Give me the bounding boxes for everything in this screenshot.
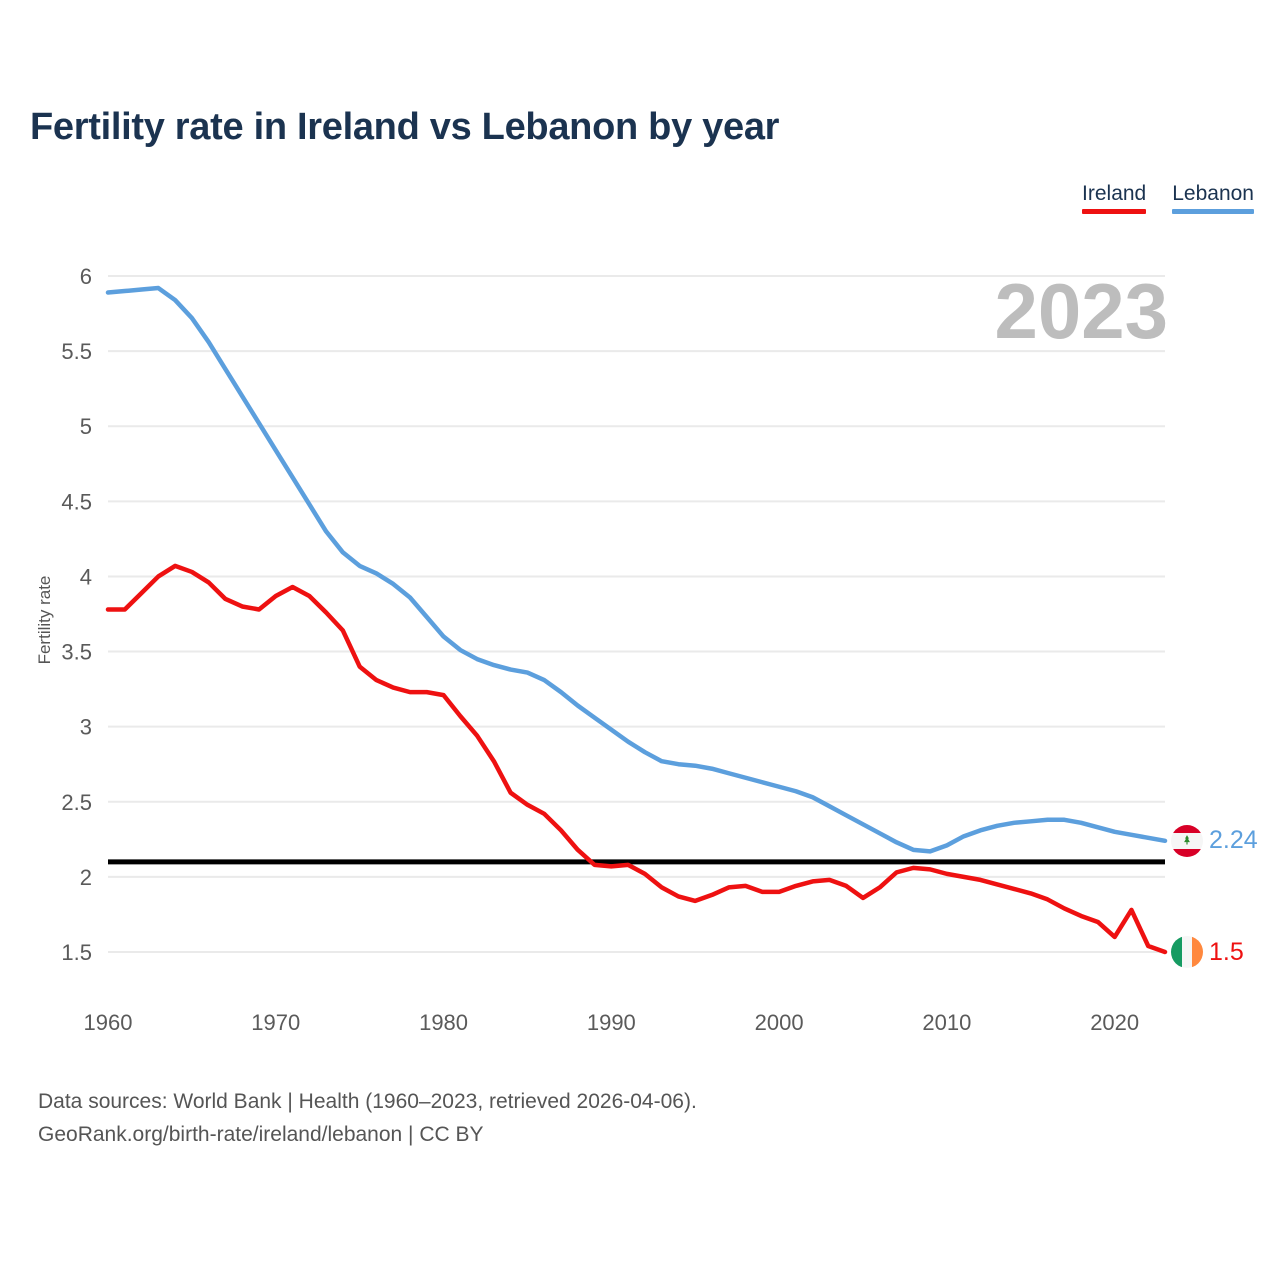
legend-item-ireland[interactable]: Ireland (1082, 182, 1147, 214)
legend-item-lebanon[interactable]: Lebanon (1172, 182, 1254, 214)
legend-label-lebanon: Lebanon (1172, 182, 1254, 205)
y-tick-label: 6 (80, 264, 92, 289)
x-tick-label: 2020 (1090, 1010, 1139, 1035)
endpoint-value-ireland: 1.5 (1209, 937, 1244, 966)
footer-line-2: GeoRank.org/birth-rate/ireland/lebanon |… (38, 1122, 484, 1146)
x-tick-label: 2010 (922, 1010, 971, 1035)
cedar-icon (1184, 834, 1190, 845)
page-title: Fertility rate in Ireland vs Lebanon by … (30, 106, 780, 148)
legend-label-ireland: Ireland (1082, 182, 1147, 205)
y-tick-label: 5 (80, 414, 92, 439)
x-tick-label: 1960 (84, 1010, 133, 1035)
series-line-lebanon (105, 285, 1168, 854)
y-tick-label: 2.5 (61, 790, 92, 815)
y-tick-label: 1.5 (61, 940, 92, 965)
gridlines (108, 275, 1165, 953)
x-tick-label: 1970 (251, 1010, 300, 1035)
y-tick-label: 3 (80, 715, 92, 740)
x-tick-label: 2000 (755, 1010, 804, 1035)
x-axis-ticks: 1960 1970 1980 1990 2000 2010 2020 (84, 1010, 1140, 1035)
chart-legend: Ireland Lebanon (1082, 182, 1254, 214)
y-axis-title: Fertility rate (35, 576, 54, 665)
y-tick-label: 4.5 (61, 489, 92, 514)
footer-line-1: Data sources: World Bank | Health (1960–… (38, 1090, 697, 1113)
y-tick-label: 3.5 (61, 640, 92, 665)
series-line-ireland (105, 563, 1168, 955)
lebanon-flag-icon (1171, 824, 1203, 857)
x-tick-label: 1980 (419, 1010, 468, 1035)
endpoint-lebanon: 2.24 (1171, 824, 1258, 857)
y-axis-ticks: 1.5 2 2.5 3 3.5 4 4.5 5 5.5 6 (61, 264, 92, 965)
x-tick-label: 1990 (587, 1010, 636, 1035)
year-watermark: 2023 (994, 267, 1168, 355)
chart-plot-area: 1.5 2 2.5 3 3.5 4 4.5 5 5.5 6 1960 1970 1980 1990 200… (35, 264, 1168, 1035)
legend-swatch-ireland (1082, 208, 1147, 214)
y-tick-label: 5.5 (61, 339, 92, 364)
y-tick-label: 2 (80, 865, 92, 890)
y-tick-label: 4 (80, 564, 92, 589)
legend-swatch-lebanon (1172, 208, 1254, 214)
endpoint-value-lebanon: 2.24 (1209, 826, 1258, 855)
endpoint-ireland: 1.5 (1171, 936, 1244, 968)
footer-sources: Data sources: World Bank | Health (1960–… (38, 1086, 697, 1151)
ireland-flag-icon (1171, 936, 1203, 968)
